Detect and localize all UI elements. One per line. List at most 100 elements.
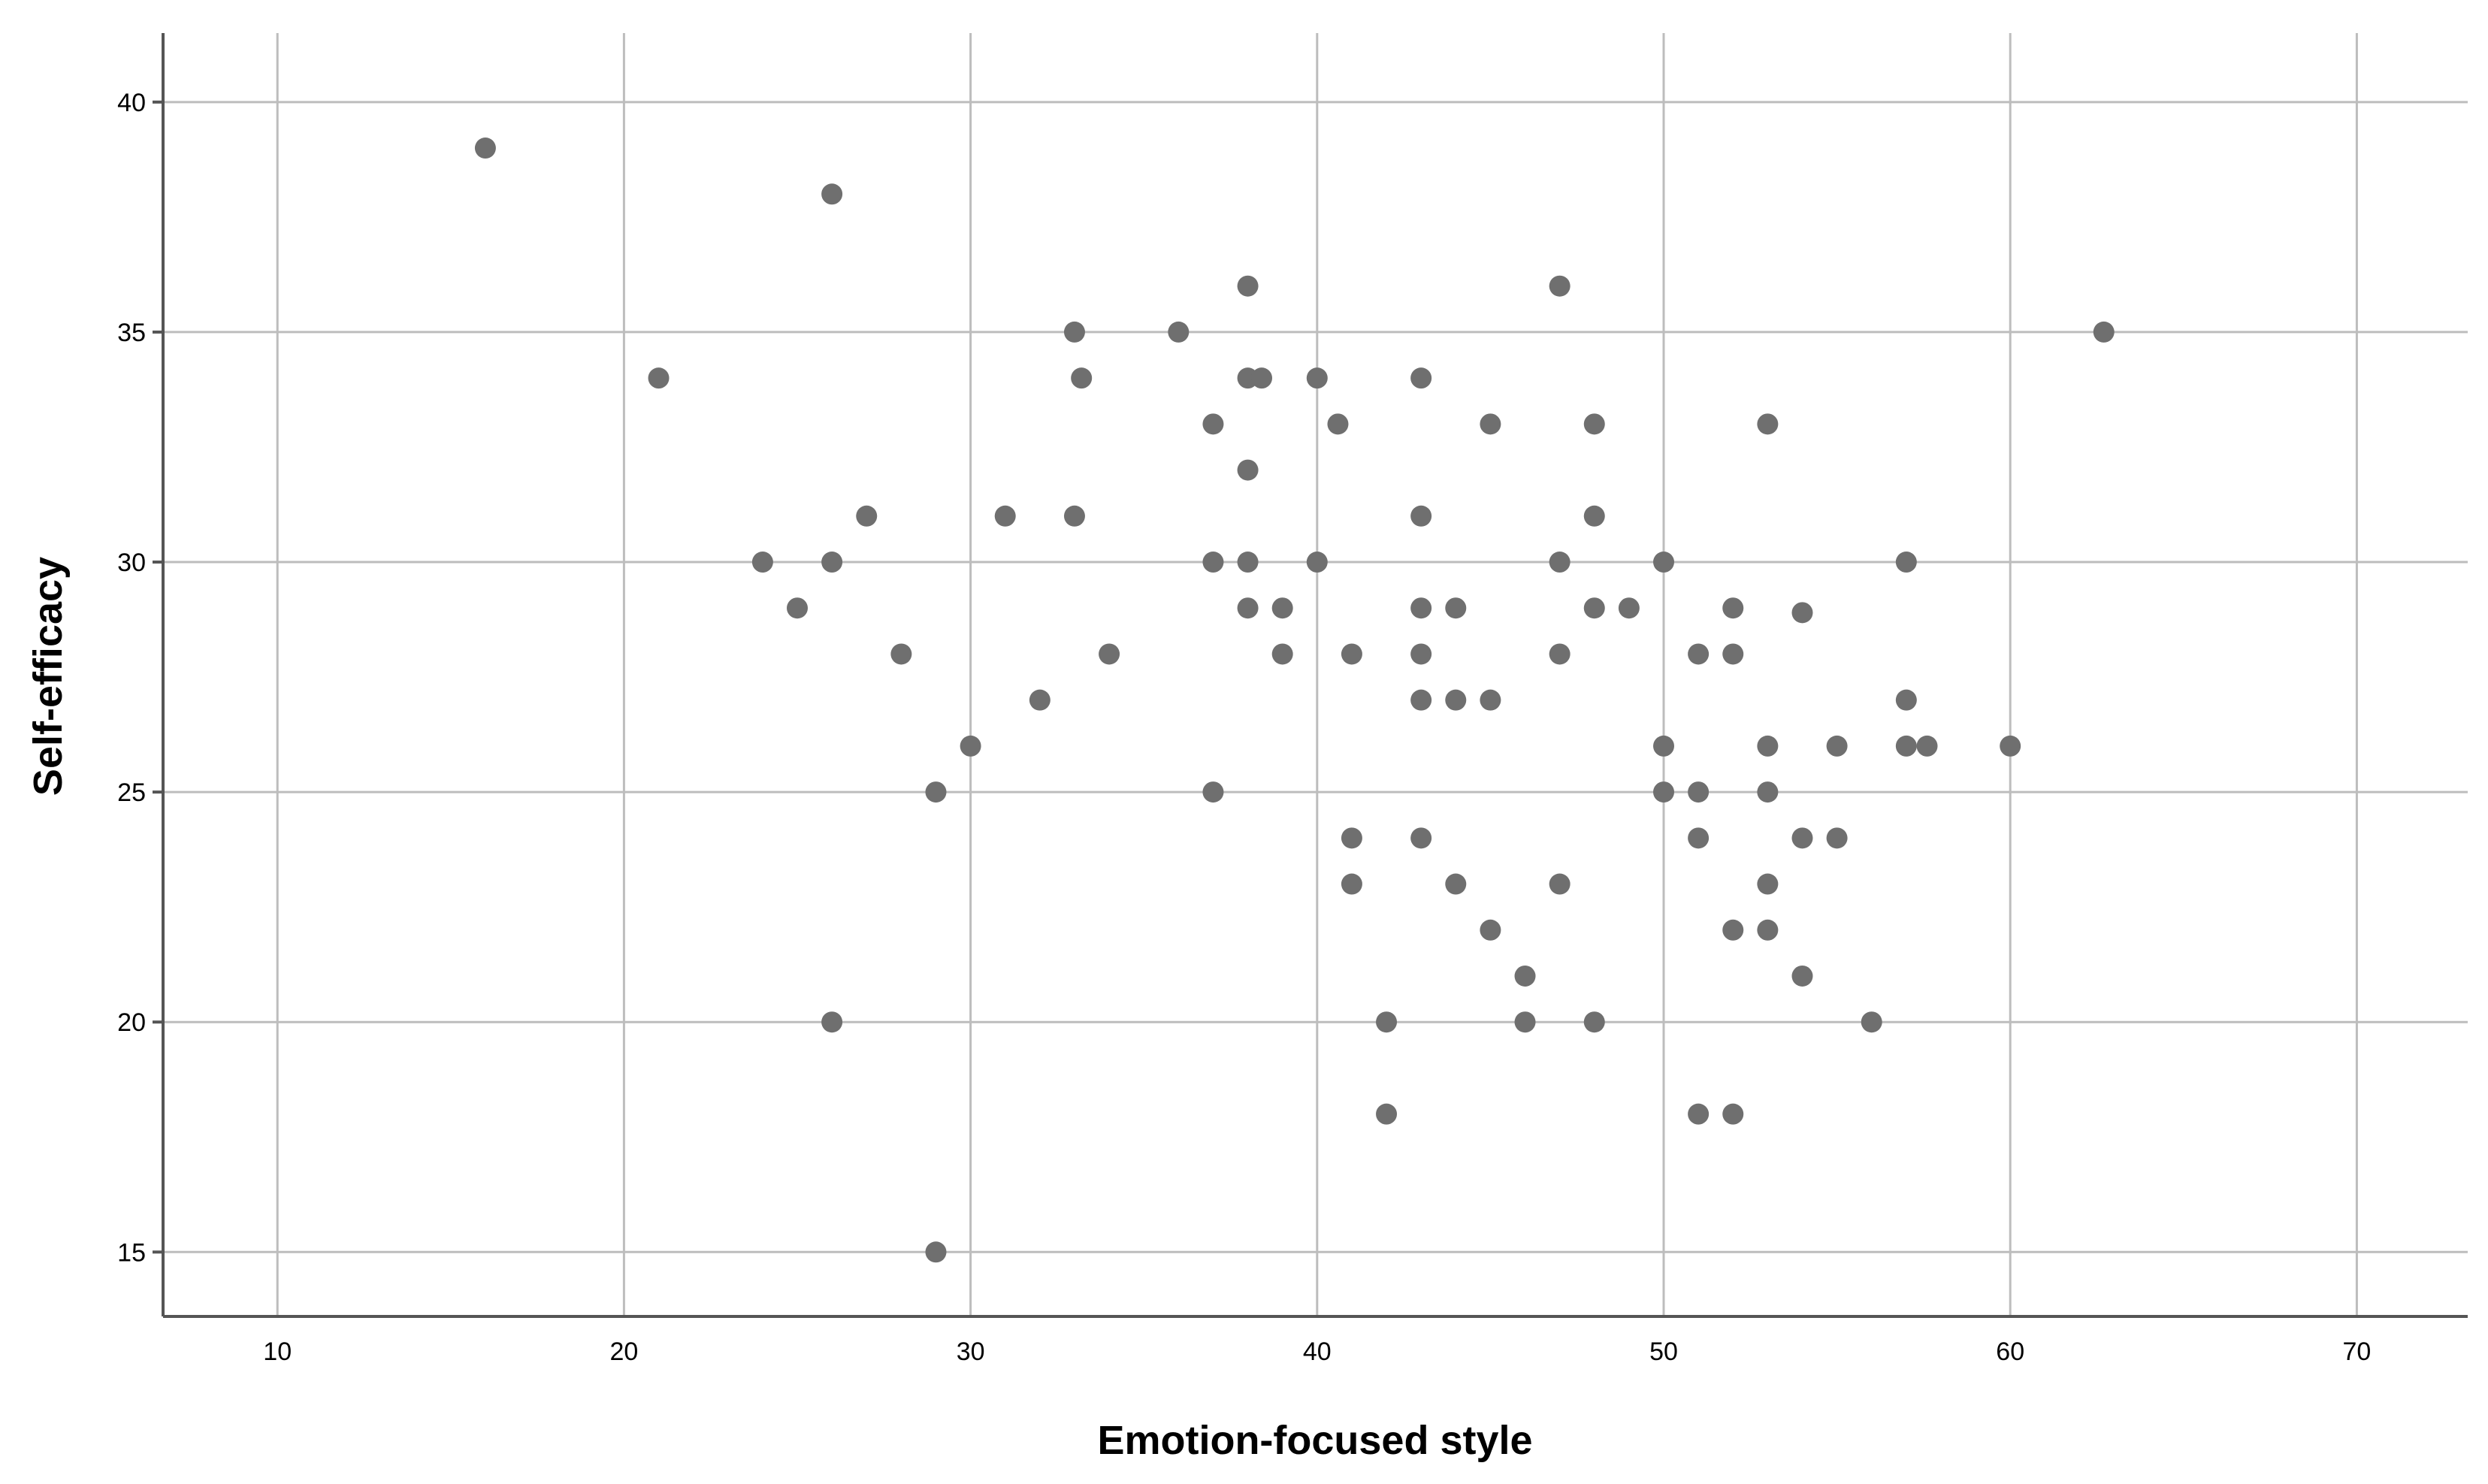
data-point — [1618, 597, 1640, 619]
data-point — [1306, 552, 1328, 573]
data-point — [1410, 597, 1432, 619]
data-point — [1722, 597, 1744, 619]
data-point — [1549, 552, 1570, 573]
data-point — [1791, 965, 1813, 987]
data-point — [1895, 552, 1917, 573]
data-point — [1688, 781, 1710, 803]
y-axis-title: Self-efficacy — [26, 557, 71, 796]
data-point — [1063, 321, 1085, 343]
data-point — [1410, 643, 1432, 665]
data-point — [1688, 643, 1710, 665]
data-point — [1861, 1011, 1882, 1033]
x-tick-label: 70 — [2343, 1337, 2372, 1366]
axes — [162, 33, 2468, 1318]
data-point — [474, 138, 496, 159]
data-point — [1202, 552, 1224, 573]
y-tick-label: 35 — [117, 319, 146, 347]
data-point — [1583, 505, 1605, 527]
data-point — [1410, 505, 1432, 527]
data-point — [1549, 873, 1570, 895]
data-point — [1063, 505, 1085, 527]
data-point — [1445, 873, 1467, 895]
data-point — [1791, 827, 1813, 849]
data-point — [1237, 275, 1259, 297]
x-tick-label: 30 — [957, 1337, 985, 1366]
data-point — [751, 552, 773, 573]
data-point — [925, 1241, 947, 1263]
data-point — [1653, 552, 1675, 573]
data-point — [1445, 597, 1467, 619]
x-tick-label: 60 — [1996, 1337, 2024, 1366]
data-point — [1480, 919, 1501, 941]
data-point — [1688, 827, 1710, 849]
gridlines — [153, 33, 2468, 1316]
data-point — [1688, 1103, 1710, 1125]
y-tick-label: 40 — [117, 89, 146, 117]
data-point — [1653, 735, 1675, 757]
data-point — [960, 735, 981, 757]
data-point — [1341, 873, 1362, 895]
data-point — [1583, 1011, 1605, 1033]
data-point — [1410, 367, 1432, 389]
data-point — [890, 643, 912, 665]
data-point — [1757, 919, 1779, 941]
data-point — [1549, 643, 1570, 665]
data-point — [1895, 689, 1917, 711]
data-point — [1480, 413, 1501, 435]
data-point — [1757, 735, 1779, 757]
data-point — [1341, 827, 1362, 849]
data-point — [1549, 275, 1570, 297]
data-point — [1480, 689, 1501, 711]
data-point — [1826, 827, 1848, 849]
data-point — [1376, 1011, 1398, 1033]
data-point — [648, 367, 670, 389]
data-point — [1916, 735, 1938, 757]
data-point — [1271, 643, 1293, 665]
data-point — [1202, 413, 1224, 435]
data-point — [1722, 643, 1744, 665]
x-tick-label: 40 — [1303, 1337, 1332, 1366]
data-point — [1237, 552, 1259, 573]
data-point — [821, 183, 843, 205]
x-tick-label: 50 — [1649, 1337, 1678, 1366]
data-point — [1757, 873, 1779, 895]
data-point — [856, 505, 878, 527]
data-point — [1722, 1103, 1744, 1125]
x-tick-label: 10 — [263, 1337, 292, 1366]
data-point — [1514, 965, 1536, 987]
y-tick-label: 30 — [117, 549, 146, 577]
data-point — [1410, 827, 1432, 849]
x-tick-label: 20 — [609, 1337, 638, 1366]
data-point — [1099, 643, 1120, 665]
data-point — [1271, 597, 1293, 619]
data-point — [1071, 367, 1093, 389]
data-point — [1583, 413, 1605, 435]
data-point — [1306, 367, 1328, 389]
data-point — [1202, 781, 1224, 803]
data-point — [1583, 597, 1605, 619]
data-point — [1445, 689, 1467, 711]
data-point — [1826, 735, 1848, 757]
data-point — [1722, 919, 1744, 941]
x-axis-title: Emotion-focused style — [1097, 1418, 1532, 1463]
y-tick-label: 25 — [117, 778, 146, 807]
data-point — [1757, 413, 1779, 435]
data-point — [1168, 321, 1190, 343]
data-point — [1327, 413, 1349, 435]
data-point — [1653, 781, 1675, 803]
data-point — [821, 552, 843, 573]
data-point — [1341, 643, 1362, 665]
data-point — [1237, 597, 1259, 619]
data-point — [1757, 781, 1779, 803]
data-point — [2093, 321, 2115, 343]
data-point — [1791, 602, 1813, 624]
data-point — [1251, 367, 1273, 389]
data-point — [1376, 1103, 1398, 1125]
data-points — [474, 138, 2115, 1263]
y-tick-label: 15 — [117, 1238, 146, 1267]
data-point — [1514, 1011, 1536, 1033]
y-tick-label: 20 — [117, 1008, 146, 1037]
data-point — [1237, 459, 1259, 481]
data-point — [821, 1011, 843, 1033]
